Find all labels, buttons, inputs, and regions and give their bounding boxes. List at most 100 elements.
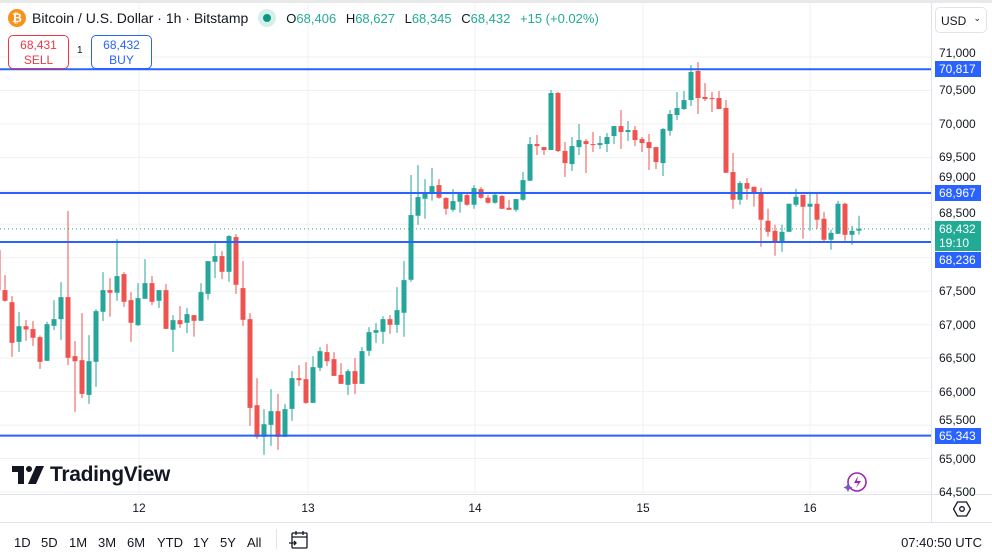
range-button-1d[interactable]: 1D xyxy=(14,535,31,550)
candle-body xyxy=(331,359,337,376)
candle-body xyxy=(114,276,120,293)
candle-body xyxy=(121,274,127,302)
close-value: 68,432 xyxy=(470,10,511,26)
current-price-label: 68,432 19:10 xyxy=(935,220,981,251)
ai-assistant-icon[interactable] xyxy=(842,471,870,495)
range-button-6m[interactable]: 6M xyxy=(127,535,146,550)
candle-body xyxy=(464,195,470,205)
candle-body xyxy=(2,290,8,301)
candle-body xyxy=(324,352,330,362)
tradingview-logo-icon xyxy=(12,466,44,484)
candle-body xyxy=(443,198,449,209)
candle-body xyxy=(128,300,134,323)
candle-body xyxy=(618,126,624,133)
currency-value: USD xyxy=(941,14,967,28)
range-button-5y[interactable]: 5Y xyxy=(220,535,236,550)
candle-body xyxy=(541,147,547,151)
utc-clock[interactable]: 07:40:50 UTC xyxy=(901,535,982,550)
candle-body xyxy=(359,351,365,384)
candle-body xyxy=(653,147,659,163)
sell-button[interactable]: 68,431 SELL xyxy=(8,35,69,69)
candle-body xyxy=(506,207,512,210)
candle-body xyxy=(569,146,575,165)
sell-price: 68,431 xyxy=(20,38,57,52)
candle-body xyxy=(793,196,799,205)
candle-body xyxy=(219,256,225,272)
change-value: +15 (+0.02%) xyxy=(520,10,599,26)
price-tick-label: 70,500 xyxy=(939,83,976,98)
range-button-3m[interactable]: 3M xyxy=(98,535,117,550)
candle-body xyxy=(9,302,15,343)
candle-body xyxy=(695,70,701,99)
candle-body xyxy=(779,231,785,243)
candle-body xyxy=(625,130,631,133)
candle-body xyxy=(72,356,78,362)
candle-body xyxy=(555,93,561,152)
time-tick-label: 16 xyxy=(803,501,817,515)
currency-select[interactable]: USD ⌄ xyxy=(935,7,987,33)
candle-body xyxy=(226,236,232,272)
candle-body xyxy=(674,107,680,116)
level-price-label: 70,817 xyxy=(935,61,981,78)
price-tick-label: 64,500 xyxy=(939,485,976,499)
range-button-1m[interactable]: 1M xyxy=(69,535,88,550)
candle-body xyxy=(0,250,1,291)
sell-label: SELL xyxy=(23,53,54,67)
candle-body xyxy=(401,280,407,313)
price-tick-label: 65,000 xyxy=(939,451,976,466)
candle-body xyxy=(786,203,792,232)
candle-body xyxy=(289,378,295,409)
candle-body xyxy=(16,326,22,342)
candle-body xyxy=(758,193,764,220)
range-button-all[interactable]: All xyxy=(247,535,262,550)
bar-countdown: 19:10 xyxy=(939,235,970,250)
tradingview-logo[interactable]: TradingView xyxy=(12,463,170,487)
candle-body xyxy=(387,319,393,325)
candle-body xyxy=(51,319,57,326)
candle-body xyxy=(583,141,589,145)
range-button-ytd[interactable]: YTD xyxy=(157,535,183,550)
candle-body xyxy=(352,371,358,384)
candle-body xyxy=(107,290,113,293)
low-value: 68,345 xyxy=(411,10,452,26)
buy-label: BUY xyxy=(109,53,134,67)
candle-body xyxy=(849,230,855,235)
candle-body xyxy=(534,144,540,147)
settings-icon[interactable] xyxy=(953,501,971,517)
bottom-toolbar: 1D 5D 1M 3M 6M YTD 1Y 5Y All 07:40:50 UTC xyxy=(0,522,992,554)
symbol-legend[interactable]: ₿ Bitcoin / U.S. Dollar · 1h · Bitstamp … xyxy=(8,9,605,27)
candle-body xyxy=(730,172,736,200)
candle-body xyxy=(597,143,603,146)
toolbar-divider xyxy=(276,529,277,549)
go-to-date-icon[interactable] xyxy=(289,531,309,549)
candle-body xyxy=(688,71,694,101)
candle-body xyxy=(205,261,211,294)
candle-body xyxy=(58,297,64,320)
level-price-label: 65,343 xyxy=(935,427,981,444)
candle-body xyxy=(485,197,491,203)
candle-body xyxy=(149,283,155,302)
time-tick-label: 13 xyxy=(301,501,315,515)
candle-body xyxy=(422,192,428,199)
candle-body xyxy=(23,326,29,330)
candle-body xyxy=(338,374,344,384)
candle-body xyxy=(471,188,477,205)
price-tick-label: 69,500 xyxy=(939,150,976,165)
candle-body xyxy=(408,215,414,280)
ohlc-values: O68,406 H68,627 L68,345 C68,432 +15 (+0.… xyxy=(286,11,604,26)
candle-body xyxy=(198,292,204,321)
candle-body xyxy=(660,129,666,164)
candle-body xyxy=(604,137,610,145)
candle-body xyxy=(814,203,820,220)
candle-body xyxy=(156,290,162,301)
candle-body xyxy=(492,194,498,203)
bitcoin-icon: ₿ xyxy=(8,9,26,27)
buy-button[interactable]: 68,432 BUY xyxy=(91,35,152,69)
range-button-5d[interactable]: 5D xyxy=(41,535,58,550)
candle-body xyxy=(415,197,421,216)
candle-body xyxy=(345,371,351,385)
candle-body xyxy=(737,183,743,200)
range-button-1y[interactable]: 1Y xyxy=(193,535,209,550)
candle-body xyxy=(37,337,43,362)
